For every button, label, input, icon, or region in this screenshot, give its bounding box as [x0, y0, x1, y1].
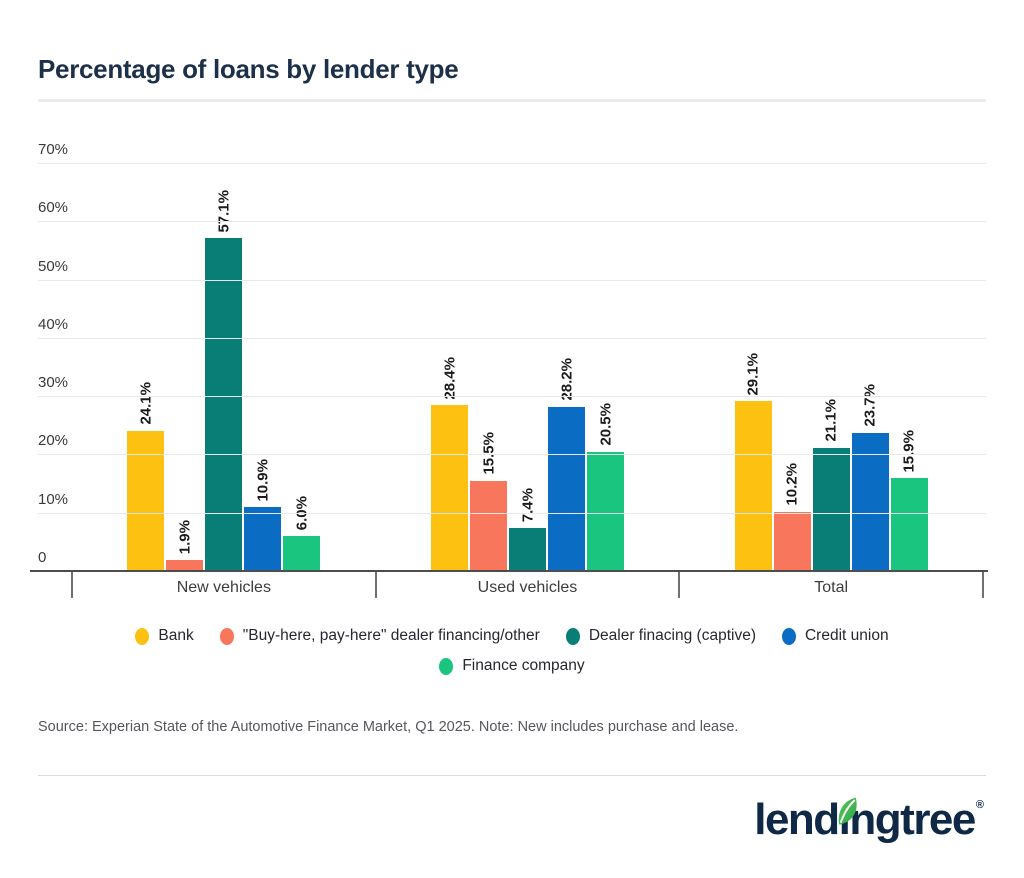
- logo-i: ı: [838, 792, 857, 847]
- bar: 6.0%: [283, 496, 321, 571]
- legend-item: Bank: [135, 627, 194, 645]
- gridline: [38, 337, 986, 339]
- bar: 15.5%: [470, 432, 507, 571]
- bar: 10.2%: [773, 463, 811, 571]
- category-label: Total: [814, 579, 849, 596]
- bar: 10.9%: [244, 459, 282, 571]
- bar: 23.7%: [851, 384, 889, 571]
- legend-label: Credit union: [804, 627, 889, 644]
- plot-area: 24.1%1.9%57.1%10.9%6.0%28.4%15.5%7.4%28.…: [71, 163, 984, 598]
- legend-marker: [439, 657, 454, 675]
- y-axis-label: 30%: [38, 374, 69, 392]
- chart-legend: Bank "Buy-here, pay-here" dealer financin…: [38, 627, 986, 675]
- bar: 1.9%: [166, 520, 204, 571]
- bar-value-label: 7.4%: [519, 487, 536, 522]
- registered-mark: ®: [975, 799, 984, 811]
- category-label: Used vehicles: [477, 579, 578, 596]
- footer-divider: [38, 775, 986, 776]
- y-axis-label: 70%: [38, 141, 69, 158]
- bar-value-label: 28.4%: [441, 356, 458, 400]
- category-label: New vehicles: [176, 579, 271, 596]
- y-axis-label: 50%: [38, 257, 69, 275]
- title-divider: [38, 99, 986, 102]
- logo-text: lend: [754, 795, 840, 844]
- bar: 24.1%: [127, 382, 165, 571]
- gridline: [38, 396, 986, 398]
- gridline: [38, 512, 986, 514]
- legend-item: Credit union: [781, 627, 889, 645]
- group-tick: [982, 571, 984, 598]
- y-axis-label: 40%: [38, 315, 69, 333]
- bar-value-label: 1.9%: [176, 519, 194, 554]
- group-tick: [71, 571, 73, 598]
- bar: 21.1%: [812, 399, 850, 571]
- group-tick: [374, 571, 377, 598]
- gridline: [38, 454, 986, 456]
- legend-marker: [135, 627, 150, 645]
- bar-value-label: 15.5%: [480, 432, 497, 475]
- leaf-icon: [838, 797, 857, 825]
- y-axis-label: 60%: [38, 199, 69, 217]
- legend-row: Finance company: [38, 657, 986, 675]
- legend-row: Bank "Buy-here, pay-here" dealer financin…: [38, 627, 986, 645]
- bar-value-label: 57.1%: [215, 189, 233, 233]
- bar-group: 28.4% 15.5% 7.4% 28.2% 20.5%: [376, 163, 680, 571]
- bar-value-label: 23.7%: [861, 384, 879, 427]
- footer: lendıngtree®: [38, 792, 986, 847]
- legend-marker: [219, 627, 234, 645]
- bar: 20.5%: [587, 403, 624, 571]
- legend-label: Dealer finacing (captive): [588, 627, 756, 644]
- gridline: [38, 221, 986, 223]
- y-axis-label: 10%: [38, 490, 69, 508]
- source-note: Source: Experian State of the Automotive…: [38, 719, 739, 735]
- bar-group: 24.1% 1.9% 57.1% 10.9% 6.0%: [72, 163, 376, 571]
- bar-value-label: 29.1%: [744, 352, 762, 396]
- bar-groups: 24.1%1.9%57.1%10.9%6.0%28.4%15.5%7.4%28.…: [72, 163, 983, 571]
- legend-label: Bank: [158, 627, 194, 644]
- bar-chart: 24.1%1.9%57.1%10.9%6.0%28.4%15.5%7.4%28.…: [30, 142, 988, 598]
- group-tick: [678, 571, 681, 598]
- gridline: [38, 279, 986, 281]
- legend-marker: [781, 627, 796, 645]
- bar-value-label: 10.9%: [254, 458, 272, 502]
- bar-group: 29.1% 10.2% 21.1% 23.7% 15.9%: [679, 163, 983, 571]
- y-axis-label: 0: [38, 549, 47, 566]
- brand-logo: lendıngtree®: [754, 792, 984, 847]
- bar-value-label: 28.2%: [558, 358, 575, 401]
- bar: 57.1%: [205, 190, 243, 571]
- legend-item: Dealer finacing (captive): [565, 627, 756, 645]
- bar: 28.4%: [431, 357, 468, 571]
- bar: 29.1%: [734, 353, 772, 571]
- legend-item: Finance company: [439, 657, 585, 675]
- bar: 7.4%: [509, 488, 546, 571]
- x-axis-baseline: [30, 570, 988, 572]
- bar-value-label: 10.2%: [783, 463, 801, 506]
- legend-marker: [565, 627, 580, 645]
- bar-value-label: 15.9%: [900, 429, 918, 473]
- bar-value-label: 21.1%: [822, 399, 840, 443]
- bar-value-label: 20.5%: [597, 402, 614, 446]
- legend-label: "Buy-here, pay-here" dealer financing/ot…: [242, 627, 540, 644]
- legend-label: Finance company: [462, 657, 585, 674]
- bar: 28.2%: [548, 358, 585, 571]
- gridline: [38, 163, 986, 164]
- y-axis-label: 20%: [38, 432, 69, 450]
- logo-text: ngtree: [849, 795, 976, 844]
- bar: 15.9%: [890, 430, 928, 571]
- page-title: Percentage of loans by lender type: [38, 54, 459, 84]
- legend-item: "Buy-here, pay-here" dealer financing/ot…: [219, 627, 540, 645]
- bar-value-label: 24.1%: [137, 382, 155, 425]
